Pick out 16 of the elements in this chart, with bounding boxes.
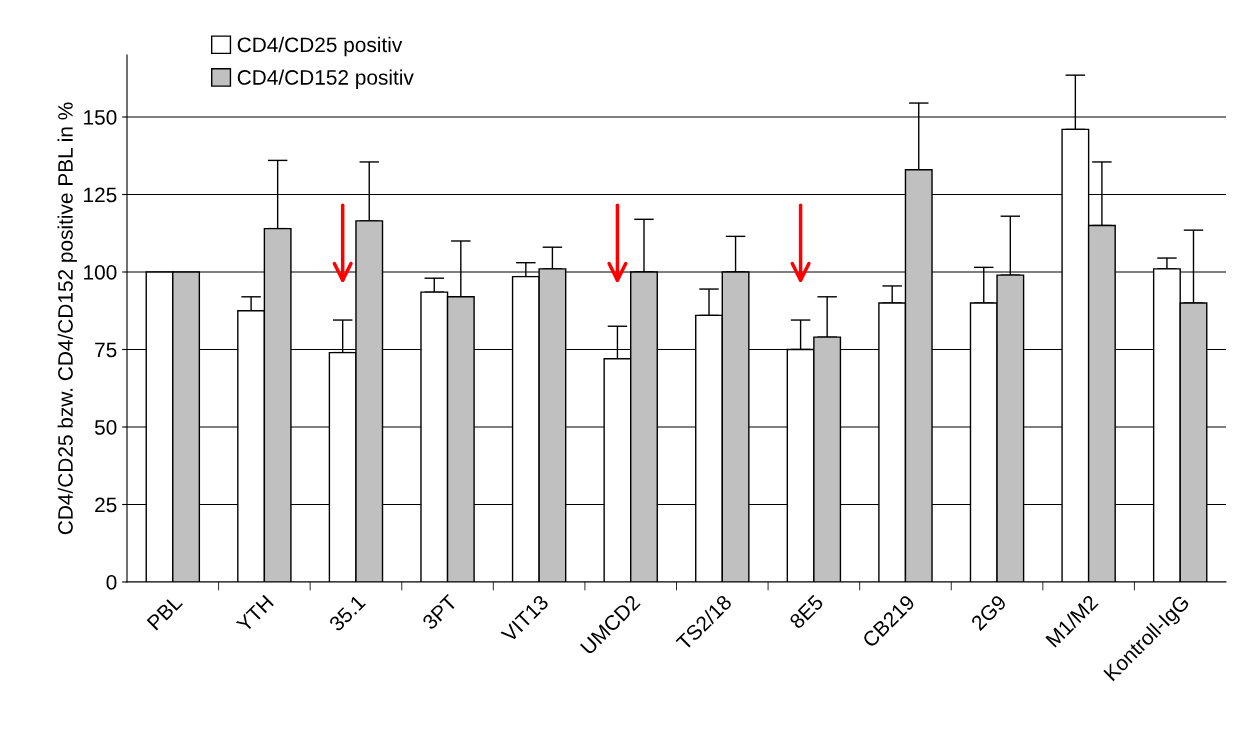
x-tick-label: 35.1 (328, 594, 367, 633)
y-tick-label: 0 (106, 575, 117, 590)
y-tick-label: 150 (84, 110, 117, 125)
legend-label: CD4/CD25 positiv (237, 36, 403, 57)
x-tick-label: 2G9 (970, 594, 1008, 632)
y-tick-label: 25 (95, 497, 117, 513)
y-tick-label: 75 (95, 342, 117, 358)
y-tick-label: 125 (84, 187, 117, 203)
x-tick-label: 3PT (421, 593, 459, 631)
y-axis-title: CD4/CD25 bzw. CD4/CD152 positive PBL in % (57, 102, 77, 535)
x-tick-label: PBL (146, 594, 183, 631)
y-tick-label: 50 (94, 420, 117, 435)
x-tick-label: 8E5 (788, 594, 825, 630)
legend-label: CD4/CD152 positiv (237, 69, 414, 89)
x-tick-label: YTH (235, 594, 274, 633)
y-tick-label: 100 (84, 265, 117, 280)
